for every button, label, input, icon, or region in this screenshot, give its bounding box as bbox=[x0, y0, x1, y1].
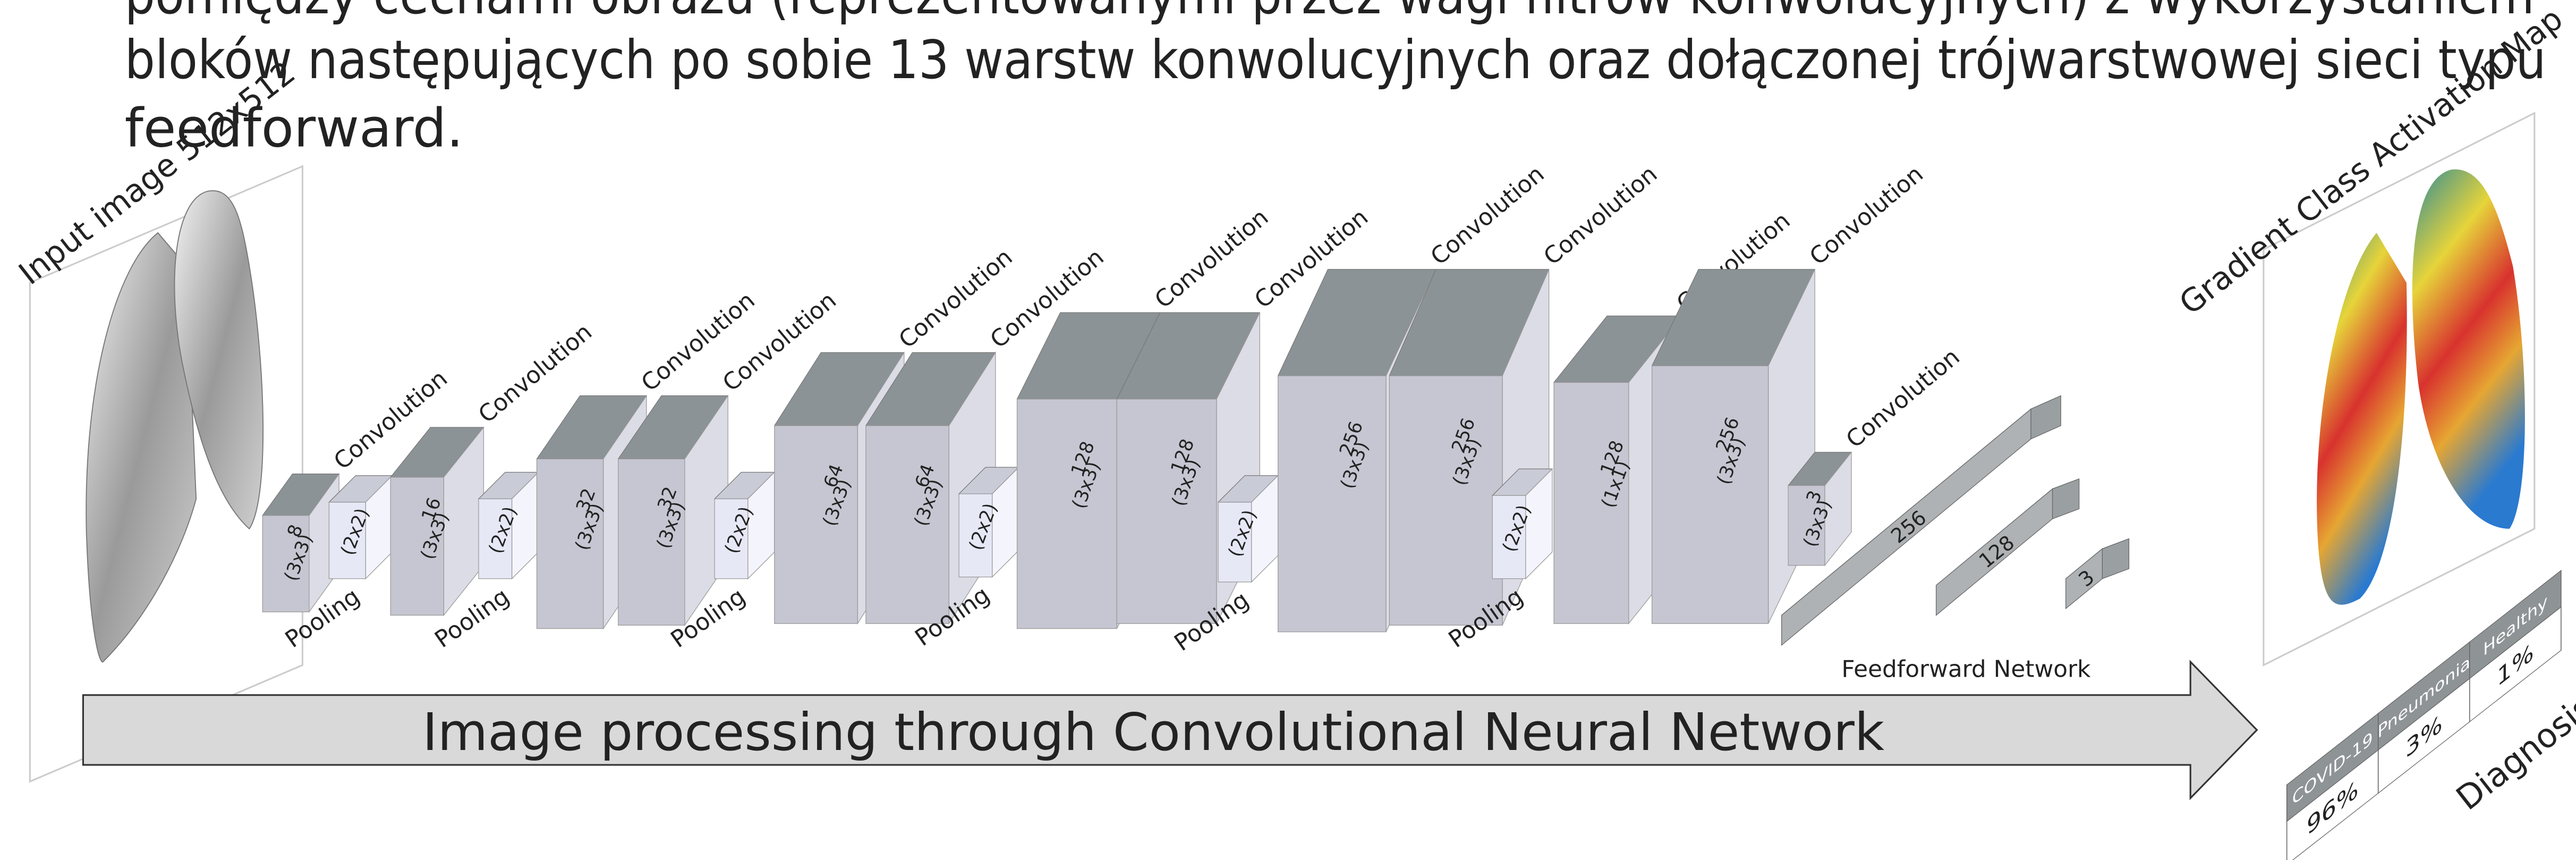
block-front bbox=[478, 498, 513, 579]
block-front bbox=[390, 477, 444, 616]
layer-label: Convolution bbox=[1805, 161, 1928, 271]
block-front bbox=[1016, 399, 1117, 629]
layer-label: Convolution bbox=[1538, 161, 1662, 271]
cam-lung-right bbox=[2412, 169, 2525, 529]
block-front bbox=[536, 458, 604, 629]
paragraph-line: bloków następujących po sobie 13 warstw … bbox=[125, 29, 2546, 91]
block-front bbox=[1116, 399, 1217, 624]
block-front bbox=[774, 425, 858, 624]
cam-plane bbox=[2263, 112, 2536, 667]
block-front bbox=[328, 502, 366, 579]
block-front bbox=[1651, 365, 1769, 624]
block-front bbox=[262, 515, 310, 612]
block-front bbox=[1218, 502, 1252, 583]
ff-end bbox=[2030, 395, 2061, 440]
feedforward-label: Feedforward Network bbox=[1841, 655, 2091, 682]
block-front bbox=[714, 498, 749, 579]
ff-end bbox=[2102, 538, 2130, 579]
block-front bbox=[1389, 375, 1503, 626]
process-arrow bbox=[82, 660, 2258, 800]
layer-label: Convolution bbox=[1425, 161, 1549, 271]
table-cell bbox=[2469, 606, 2562, 723]
block-front bbox=[1553, 382, 1629, 624]
cam-lung-left bbox=[2317, 232, 2407, 605]
block-front bbox=[618, 458, 685, 626]
ff-end bbox=[2052, 478, 2080, 519]
block-front bbox=[958, 493, 993, 578]
lung-left bbox=[86, 232, 197, 663]
lung-right bbox=[174, 190, 264, 530]
block-front bbox=[865, 425, 949, 624]
paragraph-line: feedforward. bbox=[125, 97, 464, 159]
block-front bbox=[1788, 485, 1825, 566]
block-front bbox=[1492, 495, 1526, 579]
block-front bbox=[1278, 375, 1387, 633]
arrow-label: Image processing through Convolutional N… bbox=[422, 702, 1884, 762]
paragraph-line: pomiędzy cechami obrazu (reprezentowanym… bbox=[125, 0, 2535, 26]
layer-label: Convolution bbox=[1841, 343, 1965, 453]
